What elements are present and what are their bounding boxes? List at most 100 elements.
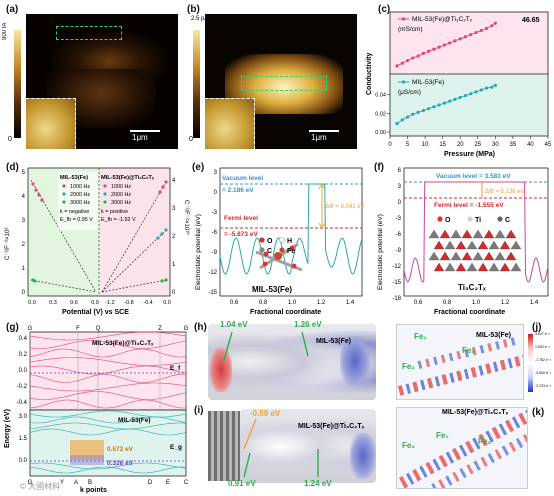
afm-a-scalebar-label: 1μm [132,133,148,142]
chart-e-title: MIL-53(Fe) [252,285,292,294]
chart-d-x-tick-label-right: -0.4 [143,300,152,306]
chart-d-ylabel-right: C⁻²/F⁻²×10¹⁰ [183,200,190,235]
data-point-mil53 [458,95,462,100]
k-point-label-bottom: E [166,480,170,486]
chart-g-y-tick-label-bottom: 3.0 [19,414,28,420]
chart-c-y-tick-label: 0.00 [375,130,386,136]
panel-h-label: (h) [194,322,207,333]
chart-d-y-tick-label-left: 1 [22,266,26,272]
afm-b-roi-box [241,76,327,91]
data-point-composite [458,37,462,41]
data-point-mil53 [484,86,489,90]
chart-f-title: Ti₃C₂Tₓ [458,283,486,292]
panel-e-label: (e) [192,162,205,173]
data-point-composite [448,41,452,45]
chart-c-x-tick-label: 35 [510,142,517,148]
lattice-triangle [455,262,467,272]
lattice-triangle [450,251,462,261]
chart-g-y-tick-label-top: 0.4 [19,336,28,342]
panel-h-title: MIL-53(Fe) [316,338,351,345]
panel-i-title: MIL-53(Fe)@Ti₃C₂Tₓ [298,423,365,430]
chart-c-xlabel: Pressure (MPa) [444,151,495,158]
chart-d-y-tick-label-left: 0 [22,290,26,296]
colorbar-tick: -1.782 e⁻² [535,358,551,362]
chart-c-top-bg [390,12,548,74]
chart-g-y-tick-label-top: 0.0 [19,368,28,374]
panel-j-title: MIL-53(Fe) [476,332,511,339]
data-point-mil53 [405,115,410,119]
band-gap-region [70,440,104,460]
chart-g-y-tick-label-bottom: 1.5 [19,436,28,442]
atom-c-legend: C [505,217,510,224]
chart-e-x-tick-label: 1.0 [288,300,297,306]
chart-g-ylabel: Energy (eV) [4,409,11,448]
panel-k-title: MIL-53(Fe)@Ti₃C₂Tₓ [442,409,509,416]
chart-f-y-tick-label: -6 [396,232,402,238]
k-point-label-top: G [28,326,33,332]
chart-c-x-tick-label: 45 [545,142,552,148]
chart-d-legend-left-item: 3000 Hz [70,200,90,206]
data-point-composite [421,51,425,55]
chart-f-x-tick-label: 1.0 [472,300,481,306]
chart-g-y-tick-label-top: -0.2 [17,384,28,390]
data-point-mil53 [490,85,494,89]
data-point-mil53 [395,122,399,126]
chart-f-frame [403,167,549,297]
chart-c-x-tick-label: 20 [457,142,464,148]
k-point-label-top: F [76,326,80,332]
chart-d-y-tick-label-right: 4 [172,178,176,184]
chart-d-xlabel: Potential (V) vs SCE [62,309,129,316]
chart-c-bottom-bg [390,74,548,136]
charge-map-j [396,324,524,400]
isosurface-i-blue-region [350,433,376,479]
chart-f-y-tick-label: -9 [396,248,402,254]
chart-d-x-tick-label-right: -1.2 [105,300,114,306]
panel-d-label: (d) [6,162,19,173]
data-point-mil53 [469,92,473,96]
chart-f-y-tick-label: -15 [392,280,401,286]
lattice-triangle [477,262,489,272]
chart-d-legend-marker [103,200,107,204]
lattice-triangle [466,240,478,250]
atom-o-legend: O [267,238,273,245]
chart-g-ef-label: E_f [170,365,181,372]
chart-e-x-tick-label: 1.2 [317,300,326,306]
chart-c-x-tick-label: 10 [422,142,429,148]
chart-c-y-tick-label: 0.02 [375,111,386,117]
chart-f-ylabel: Electrostatic potential (eV) [377,214,384,290]
chart-g-y-tick-label-bottom: 0.0 [19,458,28,464]
data-point-mil53 [411,112,415,116]
panel-j-fe3: Fe₃ [462,346,476,355]
chart-c-end-label: 46.65 [522,17,540,24]
chart-e-fermi-label: Fermi level [224,215,258,222]
afm-b-scalebar-label: 1μm [311,133,327,142]
lattice-triangle [510,262,522,272]
afm-b-inset [205,98,255,149]
chart-d: 0 1 2 3 4 5 0 1 2 3 4 0.0 0.3 0.6 0.9 -1.2 -0.8 -0.4 0.0 C… [4,167,190,316]
chart-d-y-tick-label-right: 0 [172,290,176,296]
panel-b-label: (b) [187,4,200,15]
chart-e-fermi-value: = -5.873 eV [224,231,258,238]
lattice-triangle [499,240,511,250]
lattice-triangle [494,229,506,239]
chart-f-y-tick-label: -18 [392,296,401,302]
chart-e-vacuum-label: Vacuum level [222,175,263,182]
atom-c-legend: C [267,248,272,255]
data-point [34,188,38,192]
band-gap-region-2 [70,455,104,465]
chart-d-x-tick-label-right: -0.8 [124,300,133,306]
data-point-composite [484,26,489,30]
data-point-mil53 [421,108,425,113]
lattice-triangle [439,229,451,239]
chart-c-top-unit: (mS/cm) [398,26,423,33]
lattice-triangle [461,251,473,261]
chart-e-y-tick-label: 3 [214,170,218,176]
data-point-composite [463,35,468,39]
chart-f-vacuum-label: Vacuum level = 3.581 eV [436,173,511,180]
lattice-triangle [488,240,500,250]
k-point-label-bottom: G [28,480,33,486]
chart-c-y-tick-label: 0.04 [375,93,386,99]
lattice-triangle [477,240,489,250]
k-point-label-bottom: C [184,480,189,486]
charge-chain-j [397,352,523,396]
